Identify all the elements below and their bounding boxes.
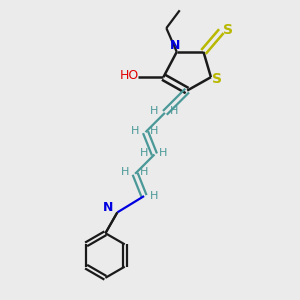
Text: S: S	[223, 22, 233, 37]
Text: H: H	[150, 191, 159, 201]
Text: H: H	[140, 148, 148, 158]
Text: N: N	[103, 202, 114, 214]
Text: H: H	[121, 167, 129, 177]
Text: H: H	[131, 126, 139, 136]
Text: H: H	[140, 167, 148, 177]
Text: H: H	[159, 148, 168, 158]
Text: N: N	[170, 40, 181, 52]
Text: H: H	[150, 126, 159, 136]
Text: H: H	[169, 106, 178, 116]
Text: S: S	[212, 72, 223, 86]
Text: H: H	[150, 106, 159, 116]
Text: HO: HO	[120, 69, 139, 82]
